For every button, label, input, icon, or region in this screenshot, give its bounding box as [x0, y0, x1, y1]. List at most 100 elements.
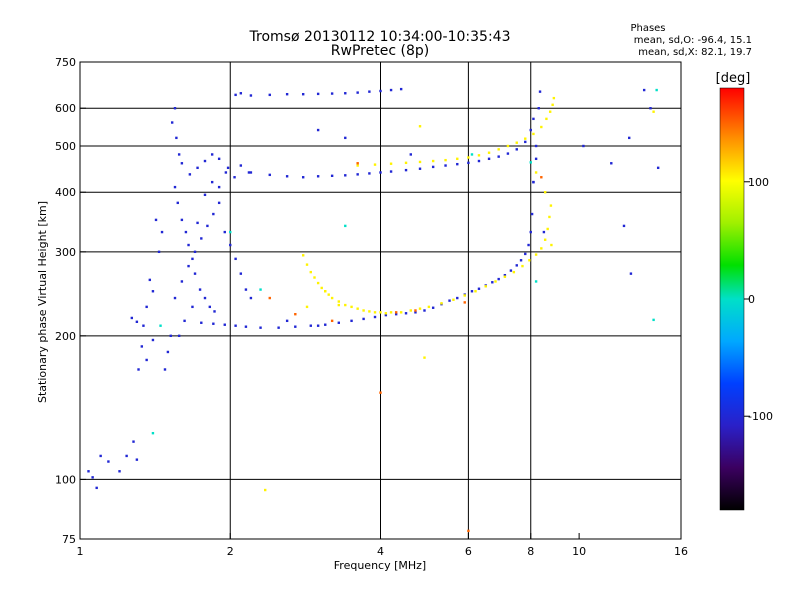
data-point [212, 322, 215, 325]
data-point [524, 252, 527, 256]
data-point [344, 92, 347, 95]
data-point [249, 296, 253, 300]
data-point [173, 107, 177, 110]
data-point [399, 311, 403, 314]
data-point [509, 269, 513, 272]
data-point [239, 92, 243, 95]
data-point [187, 264, 190, 268]
data-point [379, 171, 382, 174]
data-point [652, 318, 655, 322]
colorbar-unit-label: [deg] [716, 71, 751, 86]
data-point [542, 230, 546, 234]
y-tick-label: 400 [55, 186, 76, 199]
data-point [534, 171, 538, 174]
data-point [404, 312, 408, 315]
data-point [344, 303, 347, 307]
data-point [628, 136, 631, 140]
data-point [456, 296, 459, 300]
data-point [206, 224, 209, 228]
data-point [515, 148, 518, 151]
data-point [91, 476, 94, 479]
data-point [379, 311, 382, 314]
x-tick-label: 16 [674, 545, 688, 558]
data-point [529, 128, 532, 132]
data-point [512, 270, 516, 274]
data-point [316, 175, 320, 178]
colorbar-ticks: 100 0 -100 [744, 176, 773, 423]
data-point [244, 288, 248, 291]
data-point [151, 338, 155, 342]
data-point [545, 117, 548, 121]
data-point [467, 161, 470, 165]
data-point [503, 273, 507, 277]
data-point [356, 164, 359, 167]
data-point [356, 91, 359, 94]
data-points-layer [87, 87, 660, 533]
data-point [203, 159, 207, 163]
data-point [470, 153, 474, 156]
data-point [244, 325, 248, 328]
data-point [629, 272, 633, 275]
data-point [187, 243, 190, 247]
data-point [532, 117, 535, 121]
data-point [474, 290, 477, 293]
data-point [229, 230, 232, 234]
data-point [180, 280, 184, 283]
data-point [497, 155, 500, 158]
data-point [404, 161, 408, 165]
x-tick-label: 2 [227, 545, 234, 558]
data-point [239, 272, 243, 275]
x-tick-label: 10 [572, 545, 586, 558]
data-point [268, 173, 271, 177]
data-point [532, 180, 535, 184]
data-point [170, 121, 174, 124]
data-point [656, 166, 660, 170]
data-point [330, 296, 334, 300]
data-point [350, 319, 353, 323]
chart-title: Tromsø 20130112 10:34:00-10:35:43 [249, 29, 511, 45]
data-point [373, 163, 377, 166]
data-point [456, 162, 459, 166]
data-point [540, 247, 543, 250]
data-point [389, 311, 393, 314]
data-point [477, 287, 481, 290]
data-point [642, 88, 646, 92]
data-point [324, 290, 327, 293]
data-point [247, 171, 251, 174]
colorbar-tick-label: 100 [748, 176, 769, 189]
x-axis-label: Frequency [MHz] [334, 559, 426, 572]
data-point [217, 201, 221, 205]
data-point [519, 259, 523, 262]
data-point [173, 185, 177, 189]
data-point [234, 257, 237, 261]
data-point [540, 125, 543, 129]
data-point [200, 237, 203, 240]
data-point [135, 320, 139, 323]
y-tick-label: 300 [55, 246, 76, 259]
data-point [198, 288, 202, 291]
data-point [379, 89, 382, 93]
data-point [515, 141, 518, 144]
data-point [362, 317, 365, 321]
data-point [193, 250, 197, 254]
data-point [239, 164, 243, 167]
data-point [379, 391, 382, 394]
data-point [344, 174, 347, 177]
data-point [224, 171, 228, 174]
data-point [337, 321, 341, 324]
data-point [188, 173, 192, 176]
data-point [538, 90, 542, 93]
data-point [294, 312, 297, 316]
data-point [444, 164, 447, 167]
data-point [196, 166, 199, 170]
data-point [191, 257, 194, 261]
data-point [173, 296, 177, 300]
colorbar-tick-label: -100 [748, 410, 773, 423]
data-point [529, 161, 532, 164]
data-point [212, 212, 215, 216]
y-tick-label: 750 [55, 56, 76, 69]
data-point [135, 458, 139, 461]
data-point [294, 325, 297, 328]
data-point [552, 96, 556, 100]
data-point [142, 324, 145, 327]
